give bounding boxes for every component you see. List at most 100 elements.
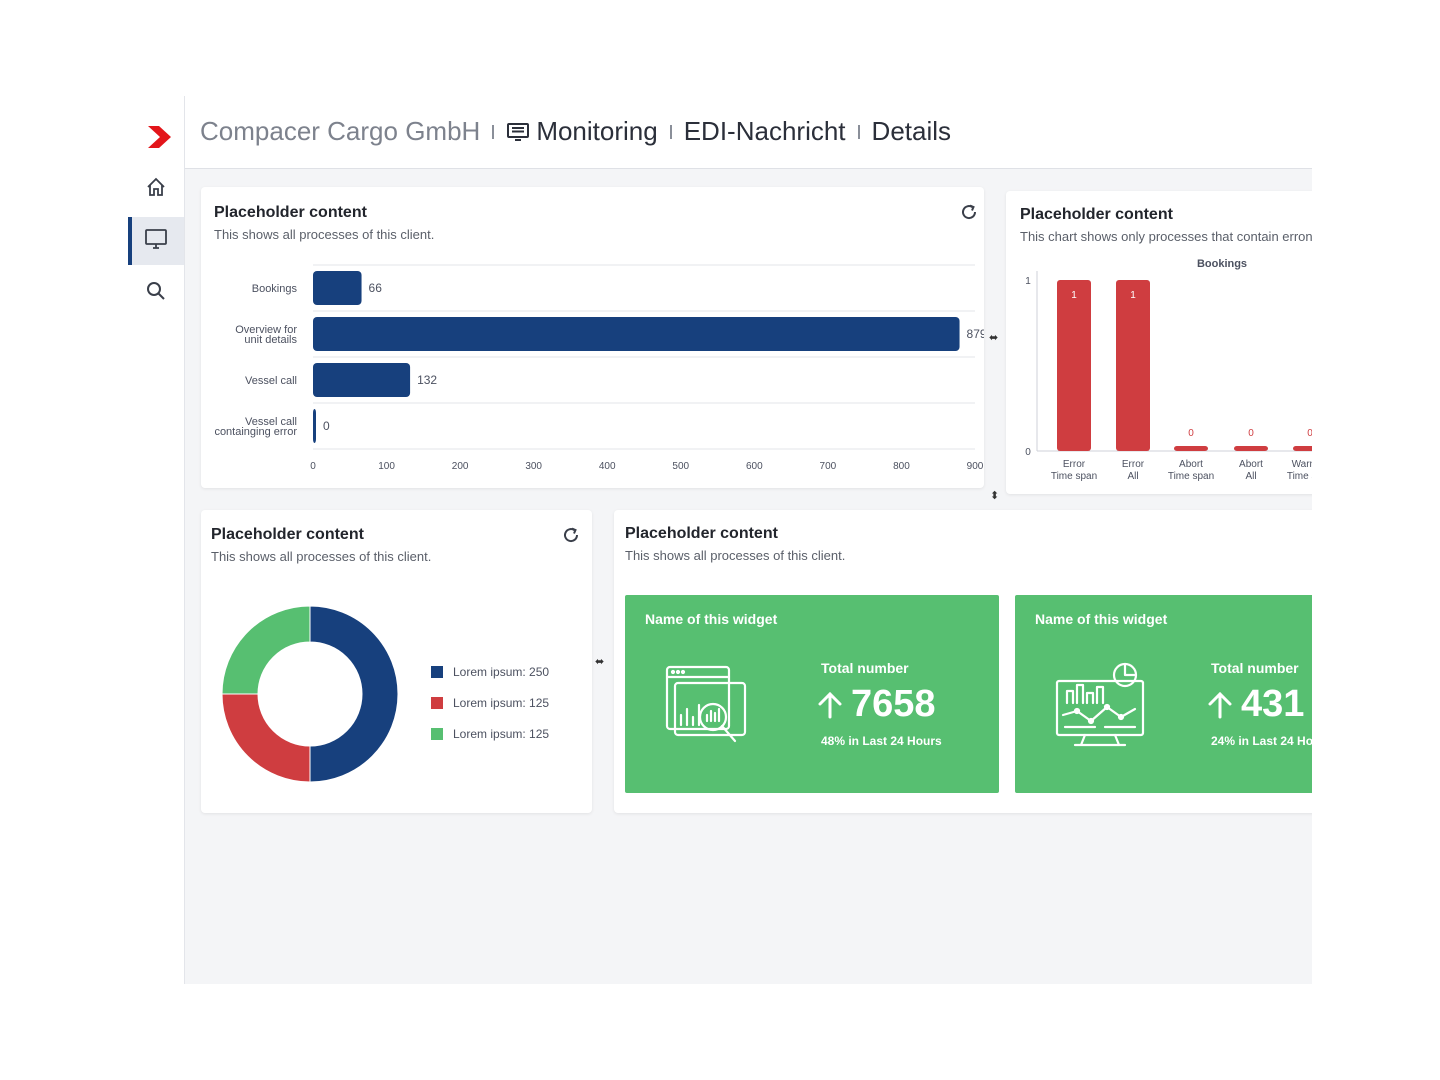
x-tick-label: 0 <box>310 461 316 472</box>
chevron-logo-icon[interactable] <box>146 124 172 155</box>
bar <box>313 271 362 305</box>
card-subtitle: This shows all processes of this client. <box>211 549 432 564</box>
kpi-trend: 24% in Last 24 Hours <box>1211 734 1312 748</box>
breadcrumb-separator <box>857 124 860 139</box>
category-label: Overview for unit details <box>235 324 297 346</box>
x-tick-label: 300 <box>525 461 542 472</box>
sidebar <box>128 96 185 984</box>
x-tick-label: 400 <box>599 461 616 472</box>
bar-value-label: 1 <box>1130 290 1136 301</box>
bar-value-label: 0 <box>323 419 330 433</box>
donut-chart-card: Placeholder content This shows all proce… <box>201 510 592 813</box>
kpi-widget-name: Name of this widget <box>645 611 778 627</box>
resize-handle-horizontal[interactable]: ⬌ <box>989 332 999 344</box>
vertical-bar-chart: Bookings 0 1 1 Error Time span 1 Error All 0 Abort… <box>1025 258 1312 482</box>
kpi-value: 431 <box>1241 683 1305 725</box>
bar-value-label: 0 <box>1248 428 1254 439</box>
bar-value-label: 0 <box>1188 428 1194 439</box>
bar-value-label: 132 <box>417 373 437 387</box>
legend-label: Lorem ipsum: 125 <box>453 695 550 710</box>
card-title: Placeholder content <box>211 526 364 543</box>
card-title: Placeholder content <box>625 525 778 542</box>
data-analysis-icon <box>665 661 755 756</box>
donut-chart <box>221 605 399 783</box>
y-tick-label: 1 <box>1025 276 1031 287</box>
card-title: Placeholder content <box>1020 206 1173 223</box>
dashboard-monitor-icon <box>1055 661 1145 756</box>
kpi-value: 7658 <box>851 683 936 725</box>
legend-item: Lorem ipsum: 250 <box>431 656 549 687</box>
sidebar-item-monitoring[interactable] <box>128 217 184 265</box>
bar <box>313 363 411 397</box>
search-icon <box>145 280 167 307</box>
refresh-icon[interactable] <box>960 203 978 221</box>
category-label: Error Time span <box>1051 459 1097 482</box>
x-tick-label: 700 <box>820 461 837 472</box>
legend-swatch <box>431 727 443 740</box>
bar <box>1116 280 1150 451</box>
kpi-value-wrapper: 7658 <box>817 683 936 726</box>
bar <box>1057 280 1091 451</box>
app-window: Compacer Cargo GmbH Monitoring EDI-Nachr… <box>128 96 1312 984</box>
donut-legend: Lorem ipsum: 250 Lorem ipsum: 125 Lorem … <box>431 656 549 749</box>
legend-label: Lorem ipsum: 125 <box>453 726 550 741</box>
category-label: Error All <box>1122 459 1145 482</box>
x-tick-label: 600 <box>746 461 763 472</box>
kpi-widget[interactable]: Name of this widget Total number <box>625 595 999 793</box>
bar-value-label: 879 <box>967 327 984 341</box>
bar-value-label: 66 <box>369 281 383 295</box>
message-icon <box>506 122 530 142</box>
breadcrumb-monitoring[interactable]: Monitoring <box>536 116 658 146</box>
legend-item: Lorem ipsum: 125 <box>431 718 549 749</box>
legend-swatch <box>431 696 443 709</box>
kpi-widget[interactable]: Name of this widget Total number <box>1015 595 1312 793</box>
kpi-label: Total number <box>821 660 909 676</box>
bar <box>313 317 960 351</box>
breadcrumb-details: Details <box>871 116 952 146</box>
donut-slice <box>221 605 311 695</box>
bar <box>1293 446 1312 451</box>
kpi-widget-name: Name of this widget <box>1035 611 1168 627</box>
category-label: Bookings <box>252 283 298 295</box>
horizontal-bar-chart: 66 Bookings 879 Overview for unit details 132… <box>214 264 984 472</box>
bar-chart-card: Placeholder content This shows all proce… <box>201 187 984 488</box>
kpi-card: Placeholder content This shows all proce… <box>614 510 1312 813</box>
sidebar-item-home[interactable] <box>128 165 184 213</box>
breadcrumb-separator <box>669 124 672 139</box>
sidebar-item-search[interactable] <box>128 269 184 317</box>
resize-handle-horizontal[interactable]: ⬌ <box>595 656 605 668</box>
card-subtitle: This chart shows only processes that con… <box>1020 229 1312 244</box>
donut-slice <box>221 693 311 783</box>
category-label: Vessel call containging error <box>214 416 297 438</box>
bar <box>1174 446 1208 451</box>
kpi-value-wrapper: 431 <box>1207 683 1304 726</box>
refresh-icon[interactable] <box>562 526 580 544</box>
bar-value-label: 1 <box>1071 290 1077 301</box>
x-tick-label: 500 <box>672 461 689 472</box>
header: Compacer Cargo GmbH Monitoring EDI-Nachr… <box>185 96 1312 169</box>
card-subtitle: This shows all processes of this client. <box>214 227 435 242</box>
legend-swatch <box>431 665 443 678</box>
legend-item: Lorem ipsum: 125 <box>431 687 549 718</box>
bar-value-label: 0 <box>1307 428 1312 439</box>
x-tick-label: 200 <box>452 461 469 472</box>
resize-handle-vertical[interactable]: ⬍ <box>990 490 1000 502</box>
bar <box>1234 446 1268 451</box>
category-label: Abort All <box>1239 459 1263 482</box>
category-label: Vessel call <box>245 375 297 387</box>
breadcrumb-edi-nachricht[interactable]: EDI-Nachricht <box>683 116 846 146</box>
kpi-trend: 48% in Last 24 Hours <box>821 734 942 748</box>
kpi-label: Total number <box>1211 660 1299 676</box>
dashboard-content: Placeholder content This shows all proce… <box>185 169 1312 984</box>
category-label: Abort Time span <box>1168 459 1214 482</box>
x-tick-label: 900 <box>967 461 984 472</box>
x-tick-label: 800 <box>893 461 910 472</box>
monitor-icon <box>144 228 168 255</box>
breadcrumb-company[interactable]: Compacer Cargo GmbH <box>200 116 481 146</box>
legend-label: Lorem ipsum: 250 <box>453 664 550 679</box>
x-tick-label: 100 <box>378 461 395 472</box>
home-icon <box>145 176 167 203</box>
breadcrumb: Compacer Cargo GmbH Monitoring EDI-Nachr… <box>200 116 951 147</box>
chart-title: Bookings <box>1197 258 1247 270</box>
